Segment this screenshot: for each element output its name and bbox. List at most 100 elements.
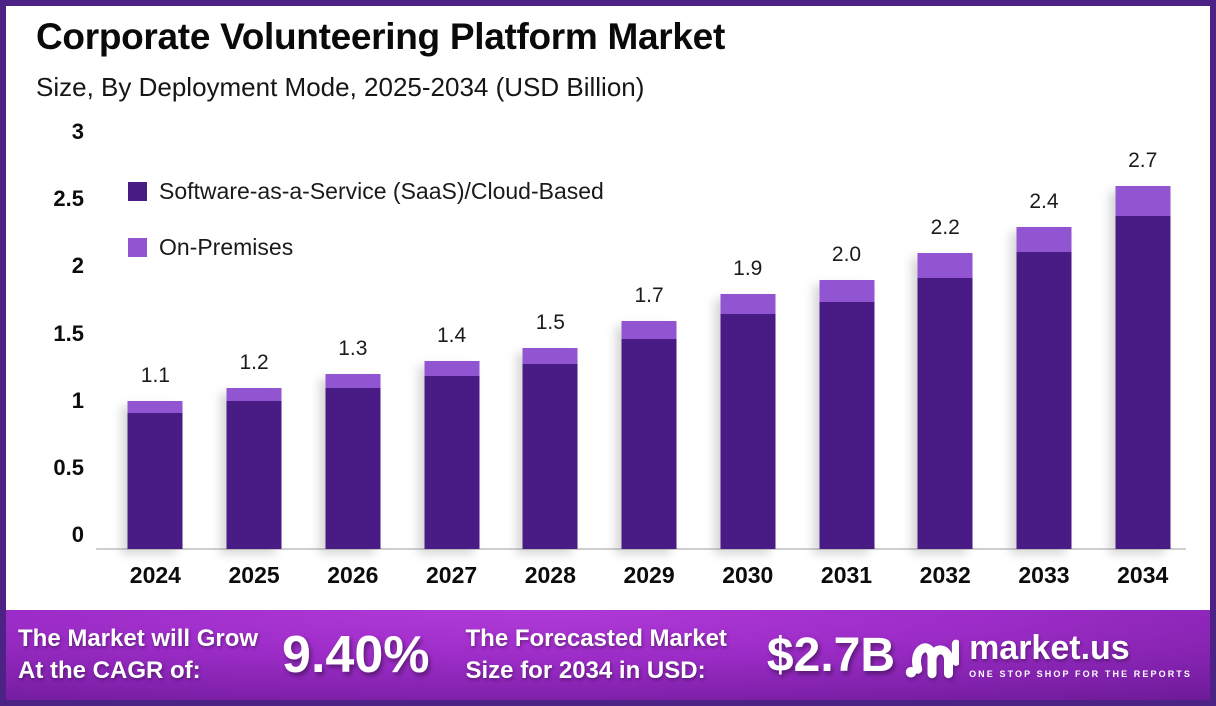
bar-value-label: 1.2 [239,350,269,374]
stacked-bar [1115,186,1171,549]
on-premises-segment [424,360,480,376]
saas-segment [819,301,874,549]
stacked-bar [720,293,776,549]
saas-segment [1115,215,1171,549]
bar-value-label: 2.0 [831,243,862,267]
forecast-label: The Forecasted Market Size for 2034 in U… [466,623,727,686]
bar-value-label: 2.2 [930,216,960,240]
bar-columns: 1.1 2024 1.2 2025 1.3 2026 1.4 2027 1.5 2028 1.7 20… [106,146,1192,588]
on-premises-segment [720,293,776,314]
bar-group-2032: 2.2 2032 [896,146,995,588]
x-axis-label: 2028 [524,562,576,588]
bar-value-label: 2.7 [1128,149,1158,173]
saas-segment [424,375,480,549]
page-title: Corporate Volunteering Platform Market [36,16,725,57]
y-axis-tick-label: 1.5 [53,320,84,346]
on-premises-legend-swatch [128,238,147,257]
on-premises-segment [621,320,677,340]
forecast-value: $2.7B [766,628,896,682]
cagr-label-line2: At the CAGR of: [18,657,201,684]
on-premises-segment [1016,226,1072,253]
on-premises-segment [127,401,183,414]
x-axis-label: 2034 [1117,562,1169,588]
logo-name: market.us [969,629,1130,667]
legend-item-saas: Software-as-a-Service (SaaS)/Cloud-Based [128,178,604,205]
saas-segment [1016,252,1072,549]
logo-tagline: ONE STOP SHOP FOR THE REPORTS [969,669,1192,679]
forecast-label-line1: The Forecasted Market [465,625,727,653]
on-premises-segment [226,387,282,402]
legend-item-on-premises: On-Premises [128,234,604,261]
on-premises-segment [819,280,874,302]
plot-area: 1.1 2024 1.2 2025 1.3 2026 1.4 2027 1.5 2028 1.7 20… [96,146,1192,588]
x-axis-label: 2030 [722,562,774,588]
y-axis-tick-label: 0.5 [53,454,84,480]
logo-text-block: market.us ONE STOP SHOP FOR THE REPORTS [969,631,1192,679]
stacked-bar [424,360,480,549]
x-axis-label: 2031 [820,562,873,588]
saas-legend-swatch [128,182,147,201]
bar-value-label: 1.5 [535,310,565,334]
stacked-bar [325,374,381,549]
cagr-label: The Market will Grow At the CAGR of: [18,623,258,686]
saas-segment [522,363,578,549]
market-us-logo[interactable]: market.us ONE STOP SHOP FOR THE REPORTS [905,626,1192,684]
bar-value-label: 1.9 [733,256,763,280]
y-axis-tick-label: 2 [71,253,84,279]
footer-banner: The Market will Grow At the CAGR of: 9.4… [6,610,1210,700]
x-axis-label: 2024 [129,562,181,588]
y-axis: 0 0.5 1 1.5 2 2.5 3 [6,119,92,549]
y-axis-tick-label: 1 [71,387,84,413]
bar-group-2030: 1.9 2030 [698,146,797,588]
stacked-bar [917,253,973,549]
cagr-value: 9.40% [282,626,430,684]
bar-group-2027: 1.4 2027 [402,146,501,588]
stacked-bar [621,320,677,549]
stacked-bar [127,401,183,549]
market-us-logo-icon [905,639,960,679]
saas-segment [127,413,183,549]
on-premises-segment [325,374,381,388]
stacked-bar [819,280,874,549]
page-subtitle: Size, By Deployment Mode, 2025-2034 (USD… [36,72,645,102]
saas-segment [226,401,282,549]
saas-segment [720,313,776,549]
bar-value-label: 1.7 [634,283,664,307]
x-axis-label: 2029 [623,562,675,588]
y-axis-tick-label: 2.5 [53,186,84,212]
saas-segment [917,277,973,549]
bar-value-label: 1.4 [436,323,467,347]
bar-group-2024: 1.1 2024 [106,146,205,588]
bar-group-2029: 1.7 2029 [600,146,699,588]
bar-value-label: 1.3 [338,337,368,361]
saas-segment [325,387,381,549]
bar-group-2025: 1.2 2025 [205,146,304,588]
saas-segment [621,339,677,549]
bar-group-2028: 1.5 2028 [501,146,600,588]
on-premises-legend-label: On-Premises [159,234,294,260]
y-axis-tick-label: 0 [71,522,84,547]
x-axis-label: 2027 [425,562,478,588]
stacked-bar [1016,226,1072,549]
saas-legend-label: Software-as-a-Service (SaaS)/Cloud-Based [159,178,604,204]
x-axis-label: 2025 [228,562,280,588]
on-premises-segment [917,253,973,278]
bar-value-label: 1.1 [140,364,170,388]
x-axis-label: 2033 [1018,562,1070,588]
cagr-label-line1: The Market will Grow [18,625,259,653]
bar-value-label: 2.4 [1029,189,1059,213]
stacked-bar [522,347,578,549]
legend: Software-as-a-Service (SaaS)/Cloud-Based… [128,178,604,290]
x-axis-label: 2026 [327,562,379,588]
y-axis-tick-label: 3 [71,119,84,144]
forecast-label-line2: Size for 2034 in USD: [465,657,706,684]
bar-group-2031: 2.0 2031 [797,146,896,588]
bar-group-2034: 2.7 2034 [1093,146,1192,588]
x-axis-line [96,548,1186,550]
x-axis-label: 2032 [919,562,971,588]
on-premises-segment [522,347,578,364]
stacked-bar [226,387,282,549]
bar-group-2026: 1.3 2026 [303,146,402,588]
bar-group-2033: 2.4 2033 [995,146,1094,588]
